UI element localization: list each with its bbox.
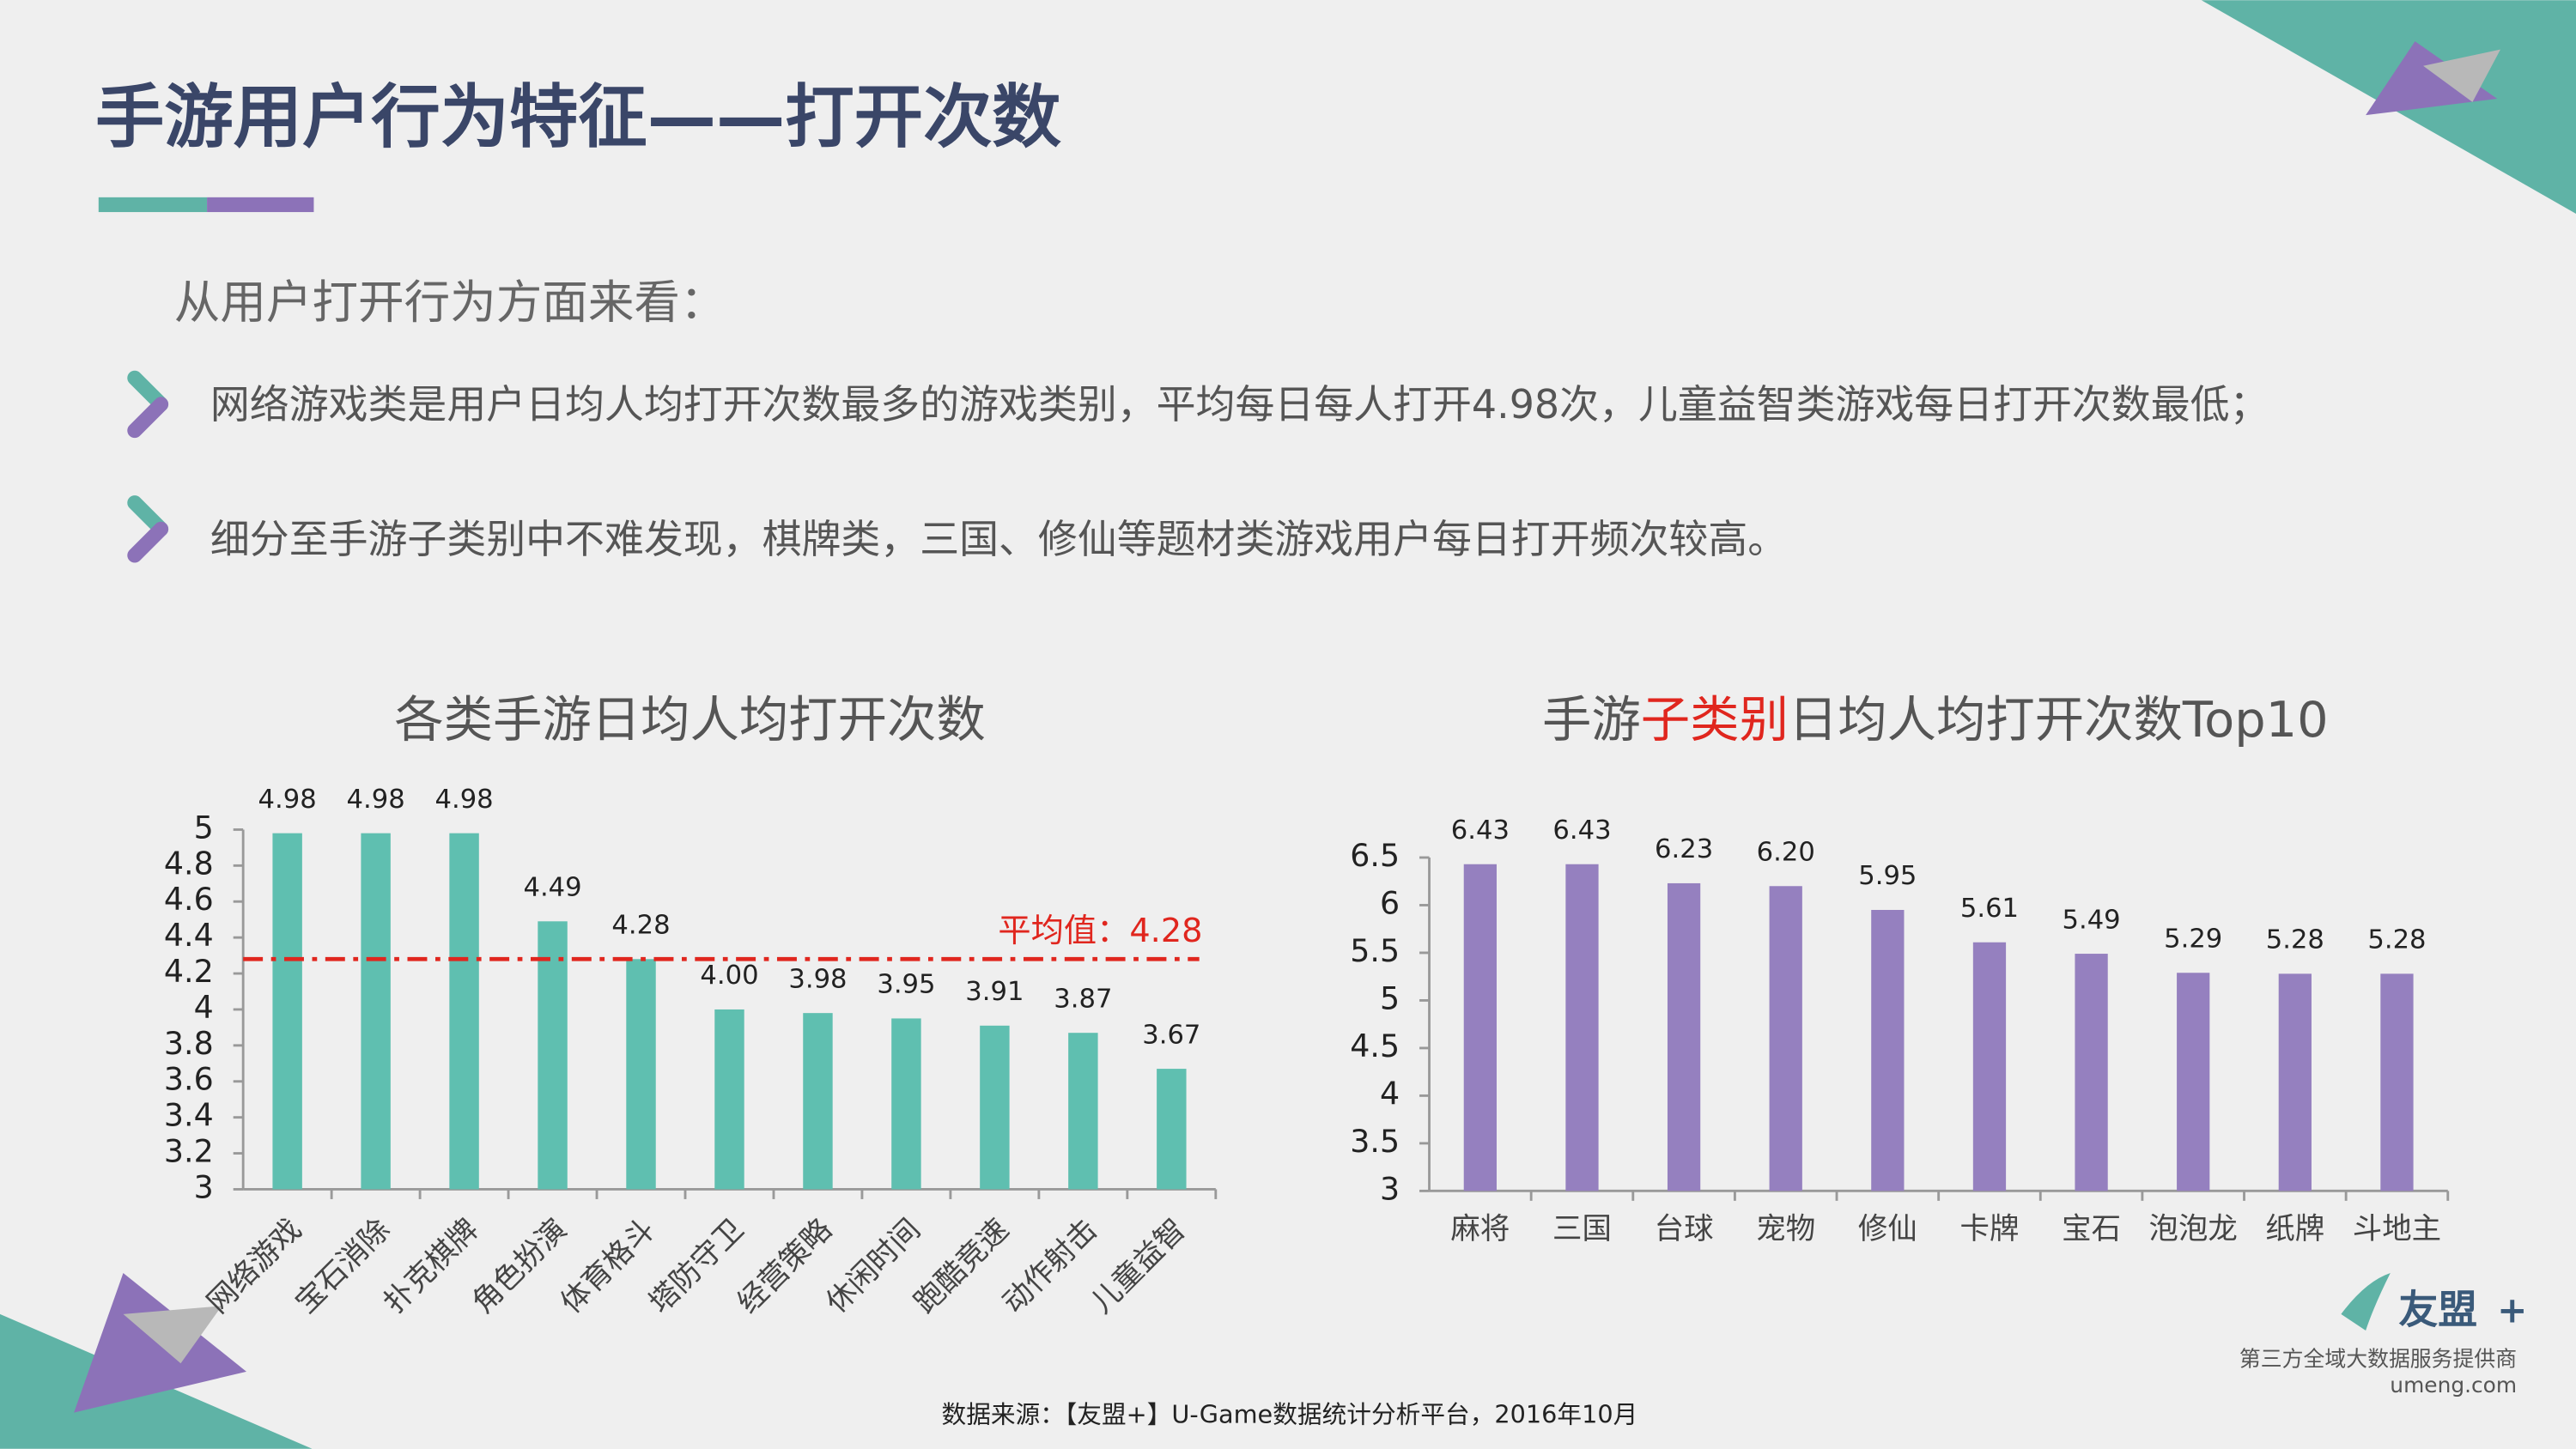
chart-title-part: 手游 bbox=[1542, 691, 1641, 749]
bullet-icon bbox=[127, 370, 169, 439]
y-tick-label: 4.6 bbox=[164, 881, 214, 918]
bar bbox=[626, 959, 656, 1190]
value-label: 4.98 bbox=[435, 785, 494, 815]
bar bbox=[1463, 864, 1497, 1191]
value-label: 4.98 bbox=[347, 785, 405, 815]
value-label: 6.20 bbox=[1757, 838, 1815, 868]
corner-decoration bbox=[123, 1306, 222, 1364]
bar bbox=[1157, 1069, 1187, 1190]
value-label: 5.95 bbox=[1858, 861, 1917, 891]
bar bbox=[361, 833, 391, 1190]
x-tick-label: 纸牌 bbox=[2265, 1212, 2324, 1246]
chart-title-part: 日均人均打开次数Top10 bbox=[1789, 691, 2329, 749]
value-label: 3.98 bbox=[788, 964, 847, 994]
y-tick-label: 3.6 bbox=[164, 1061, 214, 1098]
x-tick-label: 修仙 bbox=[1858, 1212, 1917, 1246]
value-label: 4.98 bbox=[258, 785, 317, 815]
bar bbox=[1871, 910, 1905, 1191]
bullet-text: 网络游戏类是用户日均人均打开次数最多的游戏类别，平均每日每人打开4.98次，儿童… bbox=[210, 381, 2269, 427]
y-tick-label: 3 bbox=[194, 1168, 214, 1205]
bar bbox=[449, 833, 479, 1190]
value-label: 6.43 bbox=[1552, 815, 1611, 846]
bar bbox=[891, 1018, 921, 1190]
value-label: 3.67 bbox=[1142, 1020, 1200, 1050]
y-tick-label: 6.5 bbox=[1350, 837, 1400, 874]
bullet-icon bbox=[127, 495, 169, 563]
bar bbox=[980, 1025, 1010, 1190]
title-underline bbox=[207, 197, 314, 213]
logo-icon bbox=[2341, 1273, 2391, 1331]
bar bbox=[538, 921, 568, 1190]
y-tick-label: 3.2 bbox=[164, 1133, 214, 1170]
bar bbox=[803, 1013, 833, 1190]
logo-url: umeng.com bbox=[2390, 1373, 2517, 1397]
x-tick-label: 三国 bbox=[1552, 1212, 1612, 1246]
y-tick-label: 5 bbox=[194, 809, 214, 846]
value-label: 5.61 bbox=[1960, 894, 2019, 924]
bar bbox=[2278, 973, 2312, 1191]
y-tick-label: 5 bbox=[1380, 979, 1400, 1016]
y-tick-label: 3.5 bbox=[1350, 1123, 1400, 1160]
logo-tagline: 第三方全域大数据服务提供商 bbox=[2239, 1346, 2517, 1371]
corner-decoration bbox=[2423, 49, 2500, 102]
logo-plus: + bbox=[2497, 1288, 2527, 1331]
bar bbox=[714, 1009, 744, 1190]
average-label: 平均值：4.28 bbox=[998, 912, 1202, 950]
x-tick-label: 麻将 bbox=[1450, 1212, 1510, 1246]
value-label: 6.23 bbox=[1655, 834, 1713, 864]
chart-title-part: 子类别 bbox=[1641, 691, 1789, 749]
bar bbox=[2177, 973, 2210, 1191]
x-tick-label: 泡泡龙 bbox=[2149, 1212, 2238, 1246]
bullet-text: 细分至手游子类别中不难发现，棋牌类，三国、修仙等题材类游戏用户每日打开频次较高。 bbox=[210, 516, 1787, 562]
value-label: 4.28 bbox=[611, 911, 670, 941]
bar bbox=[272, 833, 302, 1190]
value-label: 5.28 bbox=[2266, 925, 2324, 955]
y-tick-label: 4 bbox=[194, 989, 214, 1026]
bar bbox=[2380, 973, 2414, 1191]
y-tick-label: 6 bbox=[1380, 884, 1400, 921]
value-label: 5.29 bbox=[2164, 924, 2222, 954]
page-title: 手游用户行为特征——打开次数 bbox=[95, 76, 1061, 157]
value-label: 3.95 bbox=[877, 970, 935, 1000]
value-label: 6.43 bbox=[1451, 815, 1510, 846]
value-label: 3.87 bbox=[1054, 984, 1112, 1014]
chart-title: 手游子类别日均人均打开次数Top10 bbox=[1542, 691, 2329, 749]
corner-decoration bbox=[2366, 41, 2498, 116]
x-tick-label: 斗地主 bbox=[2353, 1212, 2441, 1246]
source: 数据来源：【友盟+】U-Game数据统计分析平台，2016年10月 bbox=[942, 1399, 1638, 1428]
x-tick-label: 宝石 bbox=[2062, 1212, 2121, 1246]
y-tick-label: 3.4 bbox=[164, 1097, 214, 1134]
x-tick-label: 宠物 bbox=[1756, 1212, 1815, 1246]
x-tick-label: 卡牌 bbox=[1960, 1212, 2020, 1246]
y-tick-label: 4.8 bbox=[164, 845, 214, 882]
bar bbox=[1068, 1033, 1098, 1190]
y-tick-label: 4.2 bbox=[164, 953, 214, 990]
logo-name: 友盟 bbox=[2398, 1286, 2477, 1332]
value-label: 3.91 bbox=[965, 977, 1024, 1007]
y-tick-label: 3 bbox=[1380, 1170, 1400, 1207]
y-tick-label: 4 bbox=[1380, 1075, 1400, 1112]
value-label: 5.49 bbox=[2063, 905, 2121, 935]
intro: 从用户打开行为方面来看： bbox=[174, 276, 726, 330]
bar bbox=[1769, 886, 1802, 1191]
y-tick-label: 3.8 bbox=[164, 1025, 214, 1062]
bar bbox=[1565, 864, 1599, 1191]
y-tick-label: 4.5 bbox=[1350, 1028, 1400, 1064]
bar bbox=[1972, 942, 2007, 1191]
title-underline bbox=[98, 197, 208, 213]
bar bbox=[2075, 954, 2108, 1191]
y-tick-label: 4.4 bbox=[164, 917, 214, 954]
chart-title-part: 各类手游日均人均打开次数 bbox=[394, 691, 986, 749]
value-label: 5.28 bbox=[2367, 925, 2426, 955]
y-tick-label: 5.5 bbox=[1350, 932, 1400, 969]
x-tick-label: 台球 bbox=[1655, 1212, 1714, 1246]
chart-title: 各类手游日均人均打开次数 bbox=[394, 691, 986, 749]
value-label: 4.00 bbox=[700, 961, 758, 991]
bar bbox=[1667, 882, 1701, 1191]
value-label: 4.49 bbox=[523, 873, 581, 903]
